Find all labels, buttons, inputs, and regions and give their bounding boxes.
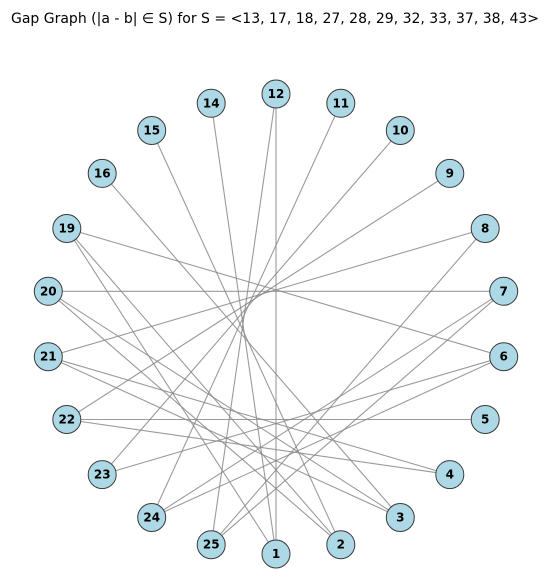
node-circle-6 xyxy=(489,342,519,372)
edge-4-21 xyxy=(48,356,450,476)
edge-7-24 xyxy=(151,290,504,518)
node-label-2: 2 xyxy=(337,538,345,552)
edge-9-22 xyxy=(66,172,451,420)
node-label-9: 9 xyxy=(446,166,454,180)
node-label-24: 24 xyxy=(143,511,160,525)
edge-6-23 xyxy=(102,356,504,476)
node-circle-10 xyxy=(385,116,415,145)
node-label-12: 12 xyxy=(268,87,285,101)
node-21: 21 xyxy=(33,342,63,372)
node-circle-25 xyxy=(196,530,226,560)
node-label-19: 19 xyxy=(58,222,75,236)
edge-10-23 xyxy=(101,130,401,475)
node-circle-1 xyxy=(261,539,291,569)
node-label-6: 6 xyxy=(500,350,508,364)
node-14: 14 xyxy=(196,88,226,118)
node-label-22: 22 xyxy=(58,413,75,427)
edge-3-21 xyxy=(48,356,401,519)
edge-6-19 xyxy=(66,227,504,358)
node-circle-22 xyxy=(52,405,82,434)
node-22: 22 xyxy=(52,405,82,434)
node-19: 19 xyxy=(52,214,82,243)
node-circle-23 xyxy=(87,460,117,490)
node-9: 9 xyxy=(435,158,465,188)
node-label-8: 8 xyxy=(481,222,489,236)
node-10: 10 xyxy=(385,116,415,145)
edge-8-25 xyxy=(210,228,486,546)
node-label-23: 23 xyxy=(94,468,111,482)
node-label-10: 10 xyxy=(392,124,409,138)
node-2: 2 xyxy=(326,530,356,560)
node-24: 24 xyxy=(137,503,167,532)
node-4: 4 xyxy=(435,460,465,490)
node-label-4: 4 xyxy=(446,468,454,482)
node-label-11: 11 xyxy=(332,96,349,110)
node-label-14: 14 xyxy=(203,96,220,110)
node-8: 8 xyxy=(470,214,500,243)
node-25: 25 xyxy=(196,530,226,560)
edge-6-24 xyxy=(151,356,504,519)
edge-2-20 xyxy=(47,290,342,546)
node-circle-9 xyxy=(435,158,465,188)
node-circle-12 xyxy=(261,79,291,109)
node-1: 1 xyxy=(261,539,291,569)
node-circle-21 xyxy=(33,342,63,372)
node-3: 3 xyxy=(385,503,415,532)
node-circle-8 xyxy=(470,214,500,243)
node-15: 15 xyxy=(137,116,167,145)
node-23: 23 xyxy=(87,460,117,490)
node-circle-16 xyxy=(87,158,117,188)
node-circle-5 xyxy=(470,405,500,434)
node-circle-24 xyxy=(137,503,167,532)
edge-3-20 xyxy=(48,290,401,518)
edge-2-19 xyxy=(66,228,342,546)
node-circle-7 xyxy=(489,276,519,306)
node-11: 11 xyxy=(326,88,356,118)
node-7: 7 xyxy=(489,276,519,306)
node-label-20: 20 xyxy=(40,284,57,298)
node-label-15: 15 xyxy=(143,124,160,138)
node-12: 12 xyxy=(261,79,291,109)
node-label-5: 5 xyxy=(481,413,489,427)
node-5: 5 xyxy=(470,405,500,434)
node-circle-3 xyxy=(385,503,415,532)
node-label-1: 1 xyxy=(272,547,280,561)
node-label-3: 3 xyxy=(396,511,404,525)
edge-8-21 xyxy=(48,227,486,358)
node-circle-11 xyxy=(326,88,356,118)
edge-4-22 xyxy=(66,418,450,476)
node-16: 16 xyxy=(87,158,117,188)
node-label-21: 21 xyxy=(40,350,57,364)
node-20: 20 xyxy=(33,276,63,306)
graph-title: Gap Graph (|a - b| ∈ S) for S = <13, 17,… xyxy=(11,11,539,27)
node-label-16: 16 xyxy=(94,166,111,180)
node-circle-15 xyxy=(137,116,167,145)
edge-1-19 xyxy=(66,228,277,555)
node-6: 6 xyxy=(489,342,519,372)
node-circle-14 xyxy=(196,88,226,118)
node-circle-4 xyxy=(435,460,465,490)
node-circle-19 xyxy=(52,214,82,243)
edge-layer xyxy=(47,93,505,555)
node-circle-2 xyxy=(326,530,356,560)
edge-7-25 xyxy=(210,290,505,546)
node-circle-20 xyxy=(33,276,63,306)
edge-11-24 xyxy=(151,103,342,518)
node-label-7: 7 xyxy=(500,284,508,298)
node-label-25: 25 xyxy=(203,538,220,552)
